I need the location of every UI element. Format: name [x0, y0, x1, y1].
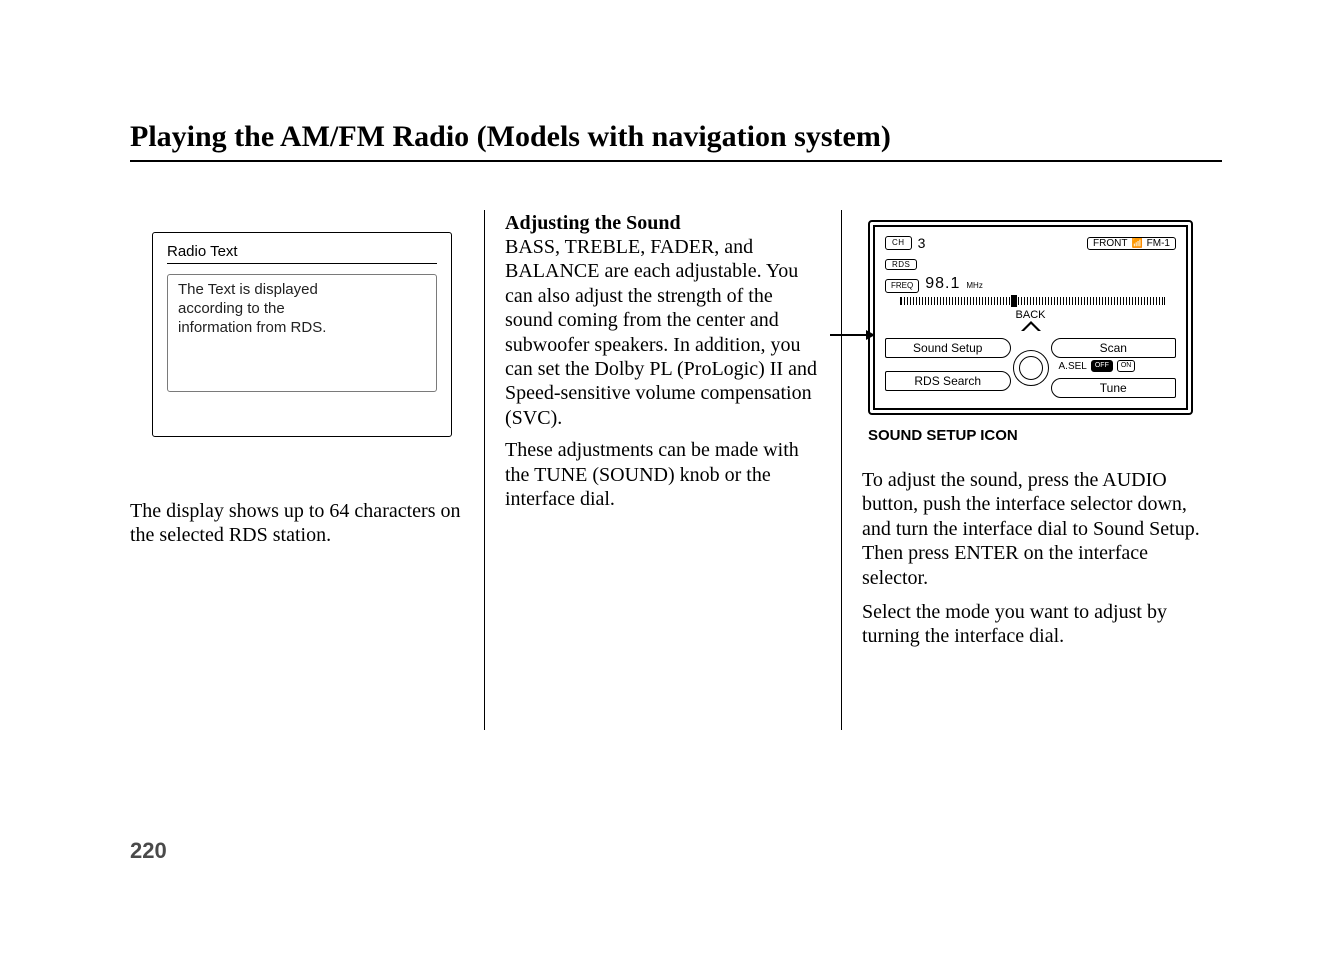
scan-button[interactable]: Scan — [1051, 338, 1177, 358]
front-band-chip: FRONT 📶 FM-1 — [1087, 237, 1176, 250]
center-dial[interactable] — [1011, 350, 1051, 386]
freq-value: 98.1 — [925, 275, 960, 293]
freq-chip: FREQ — [885, 279, 919, 293]
asel-label: A.SEL — [1059, 361, 1087, 372]
title-rule — [130, 160, 1222, 162]
softkey-area: Sound Setup Scan A.SEL OFF ON — [885, 338, 1176, 398]
front-label: FRONT — [1093, 238, 1127, 249]
radio-display-panel: CH 3 FRONT 📶 FM-1 RDS FREQ — [868, 220, 1193, 415]
dial-icon — [1013, 350, 1049, 386]
rds-search-button[interactable]: RDS Search — [885, 371, 1011, 391]
band-label: FM-1 — [1147, 238, 1170, 249]
ch-value: 3 — [918, 235, 926, 251]
freq-row: FREQ 98.1 MHz — [885, 275, 1176, 293]
column-left: Radio Text The Text is displayed accordi… — [130, 210, 484, 730]
tuning-marker-icon — [1011, 295, 1017, 307]
col1-body: The display shows up to 64 characters on… — [130, 499, 464, 548]
col3-p1: To adjust the sound, press the AUDIO but… — [862, 468, 1212, 590]
radio-text-label: Radio Text — [167, 243, 437, 264]
col2-p2: These adjustments can be made with the T… — [505, 438, 823, 511]
freq-unit: MHz — [966, 281, 982, 290]
column-right: CH 3 FRONT 📶 FM-1 RDS FREQ — [842, 210, 1212, 730]
column-middle: Adjusting the Sound BASS, TREBLE, FADER,… — [484, 210, 842, 730]
radio-text-inner: The Text is displayed according to the i… — [167, 274, 437, 392]
channel-group: CH 3 — [885, 235, 925, 251]
rds-chip: RDS — [885, 259, 917, 270]
radio-text-line: The Text is displayed — [178, 281, 426, 300]
ch-chip: CH — [885, 236, 912, 250]
rds-row: RDS — [885, 254, 1176, 272]
asel-off-chip: OFF — [1091, 360, 1113, 372]
columns: Radio Text The Text is displayed accordi… — [130, 210, 1222, 730]
back-triangle-icon — [1021, 321, 1041, 331]
radio-text-panel: Radio Text The Text is displayed accordi… — [152, 232, 452, 437]
tune-button[interactable]: Tune — [1051, 378, 1177, 398]
page-number: 220 — [130, 838, 167, 864]
radio-text-line: according to the — [178, 300, 426, 319]
page-title: Playing the AM/FM Radio (Models with nav… — [130, 120, 1222, 154]
panel-top-row: CH 3 FRONT 📶 FM-1 — [885, 235, 1176, 251]
col3-p2: Select the mode you want to adjust by tu… — [862, 600, 1212, 649]
signal-icon: 📶 — [1131, 239, 1142, 248]
adjusting-sound-heading: Adjusting the Sound — [505, 212, 823, 235]
sound-setup-icon-caption: SOUND SETUP ICON — [868, 427, 1212, 444]
sound-setup-button[interactable]: Sound Setup — [885, 338, 1011, 358]
callout-line — [830, 334, 870, 336]
asel-row: A.SEL OFF ON — [1059, 360, 1136, 372]
radio-text-line: information from RDS. — [178, 319, 426, 338]
col2-p1: BASS, TREBLE, FADER, and BALANCE are eac… — [505, 235, 823, 430]
tuning-band — [900, 297, 1165, 305]
asel-on-chip: ON — [1117, 360, 1136, 372]
back-label: BACK — [1016, 309, 1046, 321]
back-row: BACK — [885, 309, 1176, 334]
